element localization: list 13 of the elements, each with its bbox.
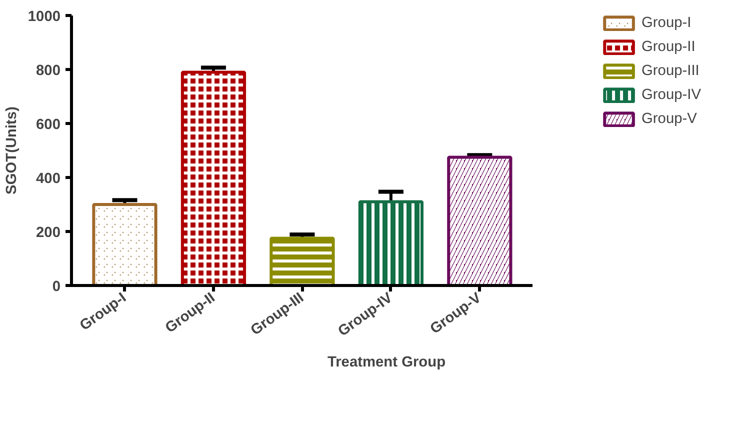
legend-label: Group-V [642,111,697,127]
y-tick-label: 800 [36,63,61,79]
legend-label: Group-II [642,39,696,55]
legend-label: Group-III [642,63,700,79]
y-tick-label: 0 [52,279,61,295]
legend-label: Group-IV [642,87,701,103]
y-tick-label: 1000 [28,9,61,25]
y-tick-label: 400 [36,171,61,187]
x-axis-title: Treatment Group [327,354,446,370]
y-axis-title: SGOT(Units) [4,106,20,194]
y-tick-label: 600 [36,117,61,133]
legend-label: Group-I [642,15,692,31]
y-tick-label: 200 [36,225,61,241]
